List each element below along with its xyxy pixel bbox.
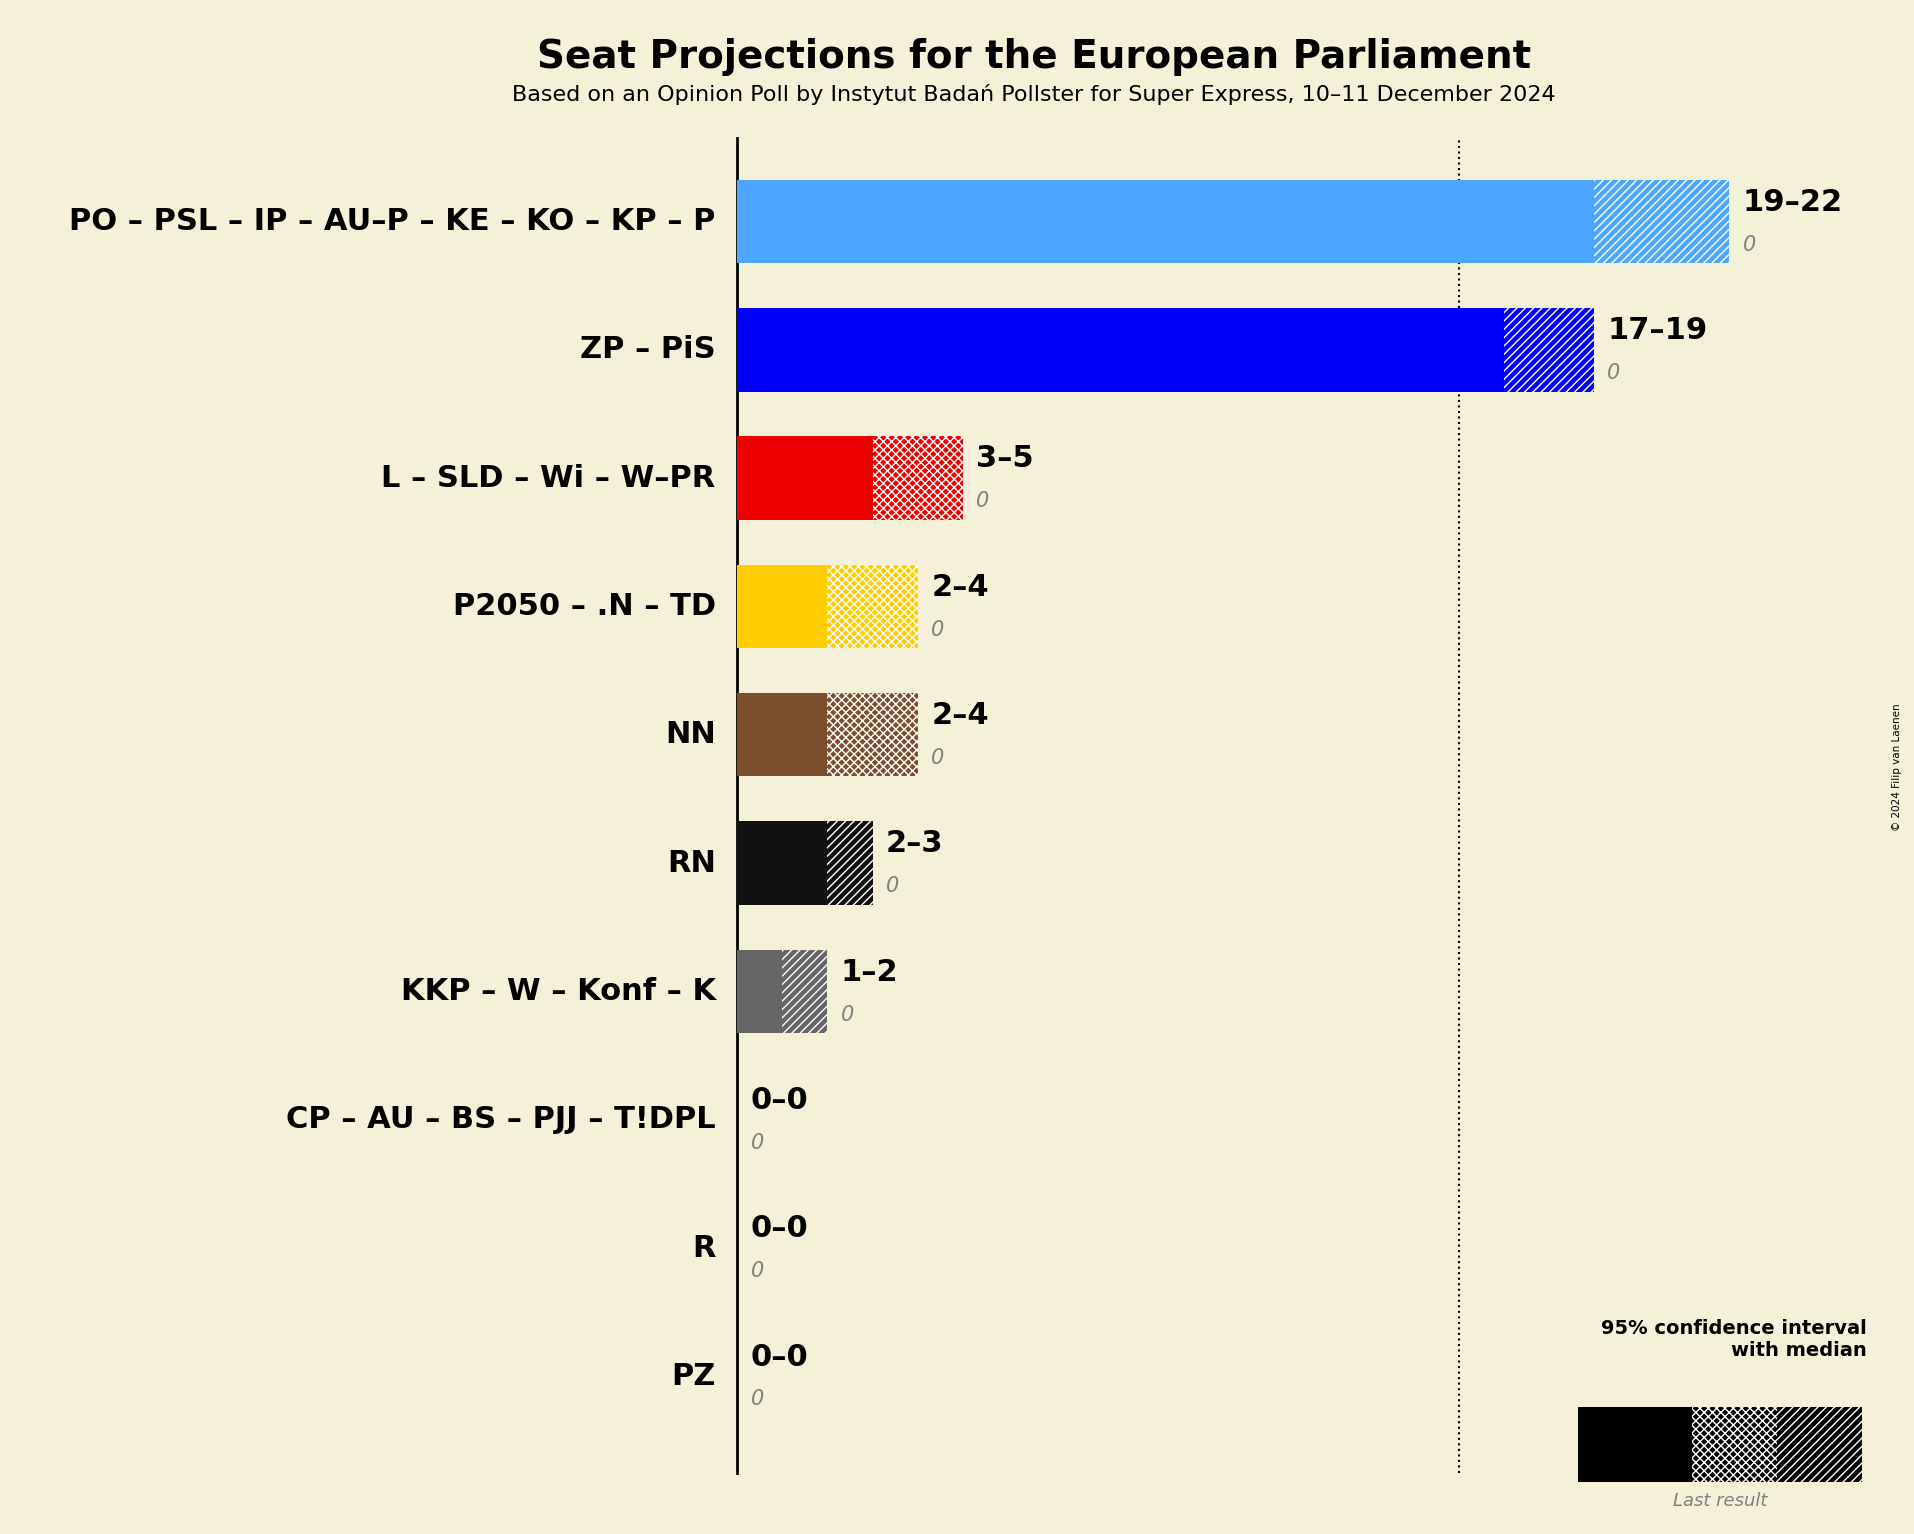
Text: 0–0: 0–0 — [750, 1342, 808, 1371]
Text: R: R — [691, 1233, 716, 1262]
Text: 2–4: 2–4 — [930, 701, 988, 730]
Bar — [737, 565, 827, 649]
Text: 1–2: 1–2 — [840, 957, 898, 986]
Text: NN: NN — [664, 721, 716, 749]
Text: 95% confidence interval
with median: 95% confidence interval with median — [1600, 1319, 1866, 1361]
Bar — [737, 436, 873, 520]
Text: L – SLD – Wi – W–PR: L – SLD – Wi – W–PR — [381, 463, 716, 492]
Bar — [827, 693, 917, 776]
Text: 0: 0 — [976, 491, 990, 511]
Bar — [783, 950, 827, 1032]
Text: Last result: Last result — [1673, 1493, 1767, 1509]
Bar — [1592, 179, 1728, 264]
Text: 17–19: 17–19 — [1606, 316, 1707, 345]
Text: 0: 0 — [750, 1390, 764, 1410]
Bar — [1577, 1408, 1690, 1482]
Text: ZP – PiS: ZP – PiS — [580, 336, 716, 364]
Text: 0: 0 — [930, 620, 944, 640]
Bar — [873, 436, 963, 520]
Bar — [1502, 308, 1592, 391]
Text: 0: 0 — [840, 1005, 854, 1025]
Bar — [737, 179, 1592, 264]
Text: 3–5: 3–5 — [976, 445, 1034, 474]
Text: PO – PSL – IP – AU–P – KE – KO – KP – P: PO – PSL – IP – AU–P – KE – KO – KP – P — [69, 207, 716, 236]
Text: RN: RN — [666, 848, 716, 877]
Bar — [737, 821, 827, 905]
Text: CP – AU – BS – PJJ – T!DPL: CP – AU – BS – PJJ – T!DPL — [285, 1104, 716, 1134]
Bar — [1690, 1408, 1776, 1482]
Text: 2–3: 2–3 — [886, 830, 944, 859]
Text: Based on an Opinion Poll by Instytut Badań Pollster for Super Express, 10–11 Dec: Based on an Opinion Poll by Instytut Bad… — [513, 84, 1554, 106]
Bar — [737, 950, 783, 1032]
Bar — [1776, 1408, 1860, 1482]
Text: P2050 – .N – TD: P2050 – .N – TD — [452, 592, 716, 621]
Text: 0: 0 — [930, 749, 944, 769]
Text: 0–0: 0–0 — [750, 1215, 808, 1244]
Text: 0: 0 — [750, 1261, 764, 1281]
Bar — [827, 821, 873, 905]
Text: 0: 0 — [1606, 364, 1619, 384]
Text: 19–22: 19–22 — [1742, 187, 1841, 216]
Bar — [737, 693, 827, 776]
Text: 0–0: 0–0 — [750, 1086, 808, 1115]
Bar — [737, 308, 1502, 391]
Text: 0: 0 — [750, 1132, 764, 1154]
Text: 2–4: 2–4 — [930, 572, 988, 601]
Text: 0: 0 — [886, 876, 900, 896]
Bar — [827, 565, 917, 649]
Text: © 2024 Filip van Laenen: © 2024 Filip van Laenen — [1891, 703, 1901, 831]
Text: KKP – W – Konf – K: KKP – W – Konf – K — [400, 977, 716, 1006]
Text: 0: 0 — [1742, 235, 1755, 255]
Text: Seat Projections for the European Parliament: Seat Projections for the European Parlia… — [536, 38, 1531, 77]
Text: PZ: PZ — [672, 1362, 716, 1391]
